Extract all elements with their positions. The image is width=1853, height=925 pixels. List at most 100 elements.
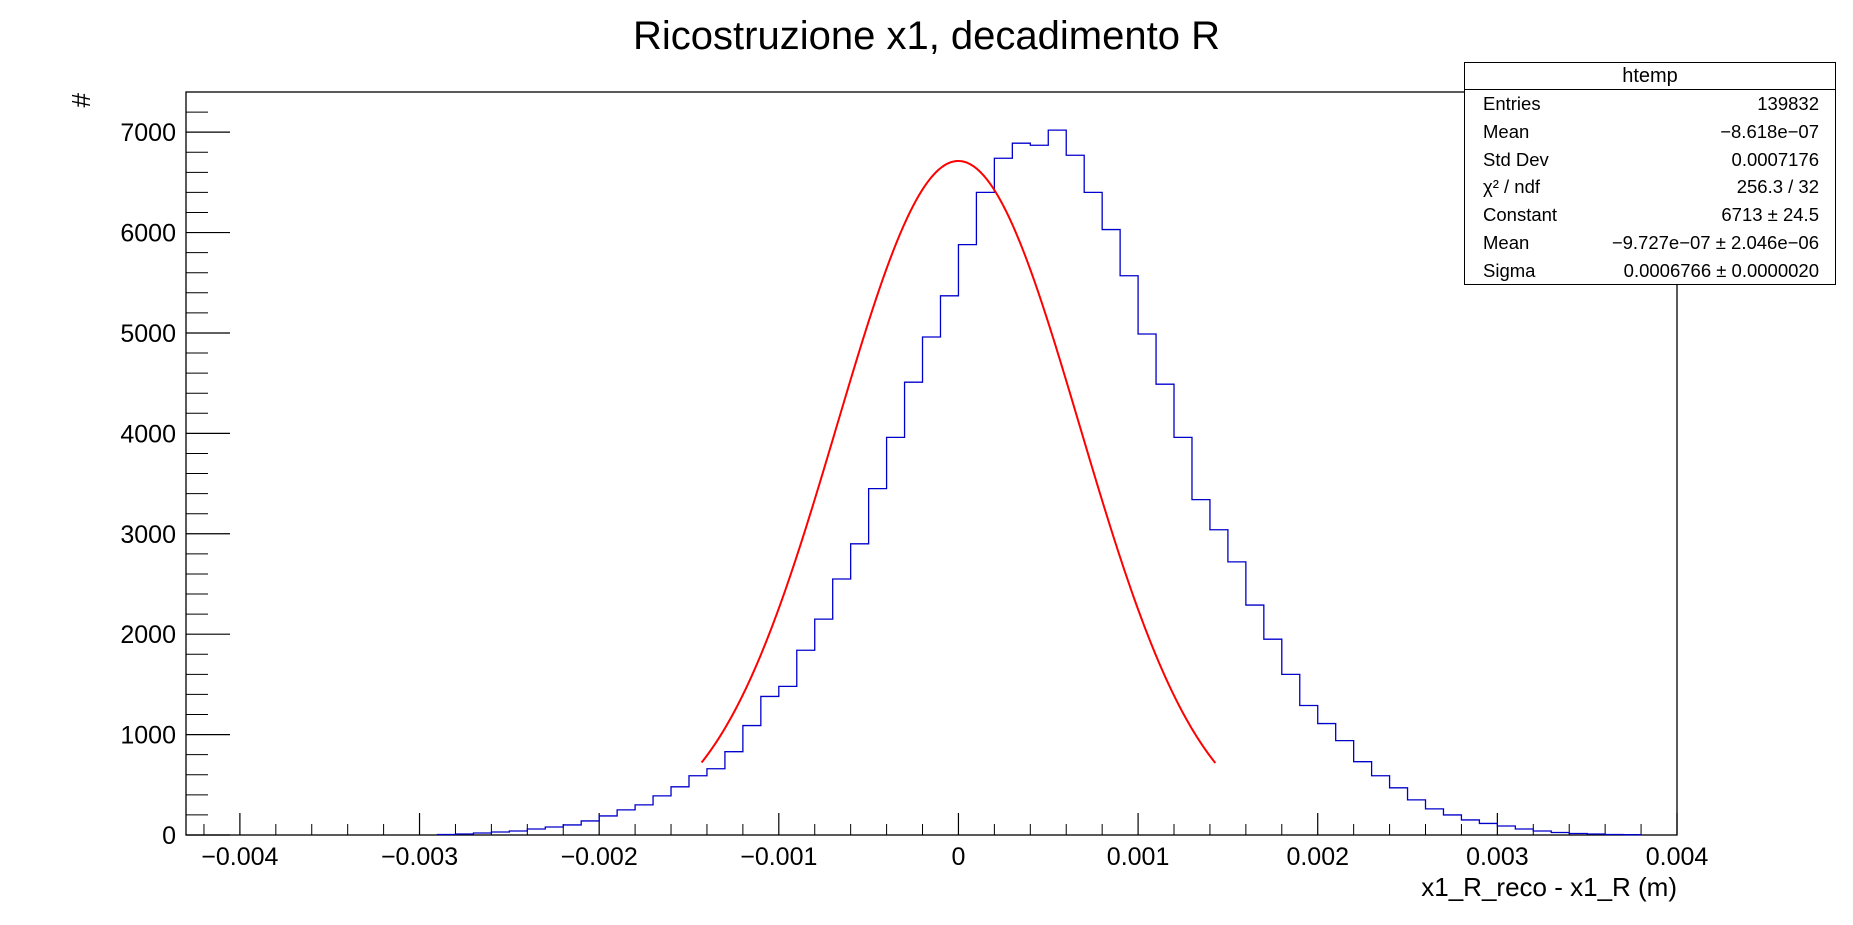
stats-value: 256.3 / 32 bbox=[1736, 176, 1819, 198]
x-axis-label: x1_R_reco - x1_R (m) bbox=[1421, 872, 1677, 902]
histogram-bin bbox=[815, 619, 833, 835]
y-tick-label: 2000 bbox=[120, 621, 176, 649]
histogram-bin bbox=[1408, 800, 1426, 835]
stats-label: Mean bbox=[1483, 120, 1530, 142]
histogram-bin bbox=[617, 810, 635, 835]
stats-value: −8.618e−07 bbox=[1720, 120, 1819, 142]
gaussian-fit bbox=[700, 159, 1217, 764]
y-axis-ticks: 0 1000 2000 3000 4000 5000 6000 7000 bbox=[120, 91, 230, 850]
histogram-bin bbox=[635, 805, 653, 835]
histogram-bin bbox=[1030, 145, 1048, 835]
histogram-bin bbox=[1443, 815, 1461, 835]
histogram-bin bbox=[1246, 605, 1264, 835]
x-tick-label: 0.003 bbox=[1466, 843, 1529, 871]
histogram-series bbox=[436, 129, 1642, 836]
histogram-bin bbox=[797, 650, 815, 835]
histogram-bin bbox=[563, 825, 581, 835]
stats-value: 0.0007176 bbox=[1731, 148, 1819, 170]
histogram-bin bbox=[1515, 829, 1533, 835]
stats-rows: Entries 139832 Mean −8.618e−07 Std Dev 0.0007… bbox=[1465, 90, 1835, 285]
x-tick-label: 0 bbox=[951, 843, 965, 871]
histogram-bin bbox=[1336, 741, 1354, 835]
histogram-bin bbox=[1048, 130, 1066, 835]
stats-row: χ² / ndf 256.3 / 32 bbox=[1465, 173, 1835, 201]
stats-value: 139832 bbox=[1757, 93, 1819, 114]
y-tick-label: 7000 bbox=[120, 119, 176, 147]
histogram-bin bbox=[1264, 639, 1282, 835]
stats-row: Mean −8.618e−07 bbox=[1465, 118, 1835, 146]
y-tick-label: 5000 bbox=[120, 320, 176, 348]
stats-value: 6713 ± 24.5 bbox=[1721, 204, 1819, 226]
histogram-bin bbox=[851, 544, 869, 835]
stats-label: Constant bbox=[1483, 204, 1558, 226]
y-axis-label: # bbox=[66, 92, 96, 107]
histogram-bin bbox=[707, 769, 725, 835]
histogram-bin bbox=[527, 829, 545, 835]
y-tick-label: 1000 bbox=[120, 722, 176, 750]
histogram-bin bbox=[1228, 562, 1246, 835]
histogram-bin bbox=[1282, 674, 1300, 835]
x-tick-label: −0.002 bbox=[561, 843, 638, 871]
histogram-bin bbox=[599, 816, 617, 835]
histogram-bin bbox=[1372, 776, 1390, 835]
histogram-bin bbox=[581, 821, 599, 835]
histogram-bin bbox=[1120, 276, 1138, 835]
histogram-bin bbox=[545, 827, 563, 835]
histogram-bin bbox=[653, 796, 671, 835]
stats-value: −9.727e−07 ± 2.046e−06 bbox=[1611, 231, 1819, 253]
histogram-bin bbox=[887, 437, 905, 835]
histogram-bin bbox=[1461, 820, 1479, 835]
histogram-bin bbox=[1479, 823, 1497, 835]
x-tick-label: −0.004 bbox=[201, 843, 278, 871]
histogram-bin bbox=[923, 337, 941, 835]
stats-value: 0.0006766 ± 0.0000020 bbox=[1623, 259, 1819, 281]
x-axis-ticks: −0.004 −0.003 −0.002 −0.001 0 0.001 0.002 0.003… bbox=[201, 813, 1708, 871]
histogram-bin bbox=[1174, 437, 1192, 835]
histogram-bin bbox=[1354, 762, 1372, 835]
histogram-bin bbox=[761, 696, 779, 835]
y-tick-label: 3000 bbox=[120, 521, 176, 549]
histogram-bin bbox=[725, 752, 743, 835]
x-tick-label: 0.002 bbox=[1286, 843, 1349, 871]
histogram-outline bbox=[436, 129, 1642, 836]
stats-label: Mean bbox=[1483, 231, 1530, 253]
histogram-bin bbox=[833, 579, 851, 835]
histogram-bin bbox=[1192, 500, 1210, 835]
stats-row: Sigma 0.0006766 ± 0.0000020 bbox=[1465, 257, 1835, 285]
histogram-bin bbox=[1390, 788, 1408, 835]
stats-row: Entries 139832 bbox=[1465, 90, 1835, 118]
stats-label: χ² / ndf bbox=[1483, 176, 1541, 198]
histogram-bin bbox=[940, 296, 958, 835]
stats-box: htemp Entries 139832 Mean −8.618e−07 Std Dev… bbox=[1464, 62, 1836, 285]
histogram-bin bbox=[1318, 724, 1336, 835]
chart-title: Ricostruzione x1, decadimento R bbox=[633, 14, 1220, 58]
histogram-bin bbox=[743, 726, 761, 835]
y-tick-label: 6000 bbox=[120, 220, 176, 248]
histogram-bin bbox=[1084, 192, 1102, 835]
histogram-bin bbox=[671, 787, 689, 835]
histogram-bin bbox=[869, 489, 887, 835]
histogram-bin bbox=[905, 382, 923, 835]
histogram-bin bbox=[779, 686, 797, 835]
histogram-bin bbox=[1138, 334, 1156, 835]
plot-frame bbox=[185, 91, 1678, 836]
histogram-bin bbox=[689, 776, 707, 835]
axis-labels: x1_R_reco - x1_R (m) # bbox=[66, 92, 1677, 902]
histogram-bin bbox=[1300, 705, 1318, 835]
histogram-bin bbox=[994, 158, 1012, 835]
y-tick-label: 0 bbox=[162, 822, 176, 850]
histogram-bin bbox=[1210, 530, 1228, 835]
stats-label: Entries bbox=[1483, 93, 1541, 114]
histogram-bin bbox=[1497, 826, 1515, 835]
histogram-bin bbox=[1156, 384, 1174, 835]
stats-row: Constant 6713 ± 24.5 bbox=[1465, 201, 1835, 229]
stats-box-title: htemp bbox=[1465, 63, 1835, 90]
stats-row: Mean −9.727e−07 ± 2.046e−06 bbox=[1465, 229, 1835, 257]
stats-label: Std Dev bbox=[1483, 148, 1549, 170]
stats-label: Sigma bbox=[1483, 259, 1536, 281]
histogram-bin bbox=[1426, 809, 1444, 835]
histogram-bin bbox=[976, 192, 994, 835]
x-tick-label: −0.001 bbox=[740, 843, 817, 871]
histogram-bin bbox=[958, 245, 976, 835]
